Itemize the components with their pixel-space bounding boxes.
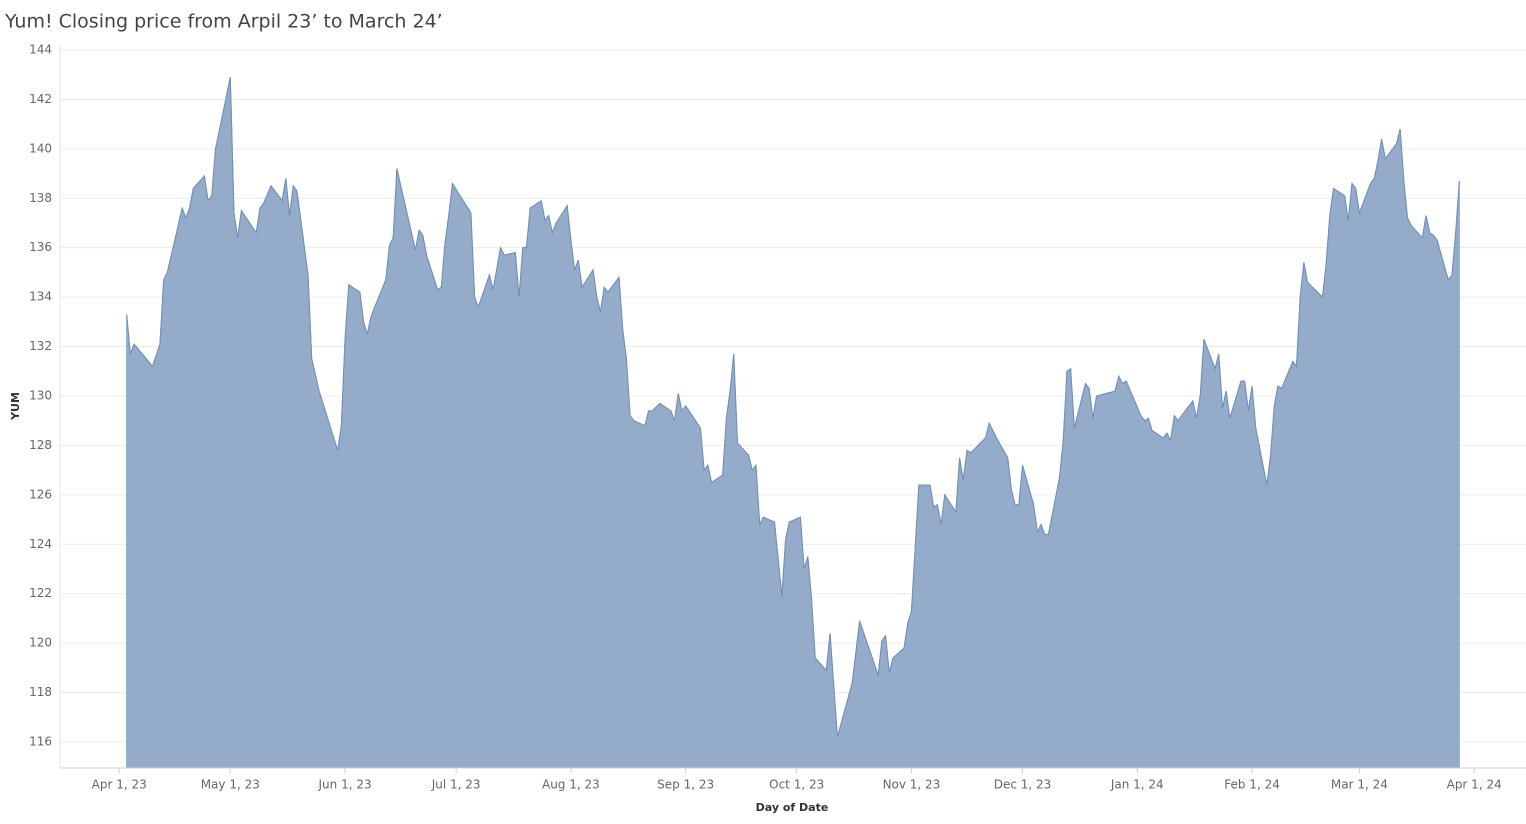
y-tick-label: 132 bbox=[29, 339, 52, 353]
area-outline bbox=[126, 77, 1460, 738]
y-tick-label: 116 bbox=[29, 735, 52, 749]
y-tick-label: 140 bbox=[29, 141, 52, 155]
x-tick-label: Mar 1, 24 bbox=[1331, 778, 1388, 792]
x-tick-label: May 1, 23 bbox=[201, 778, 260, 792]
x-tick-label: Oct 1, 23 bbox=[769, 778, 824, 792]
y-tick-label: 142 bbox=[29, 92, 52, 106]
y-tick-label: 136 bbox=[29, 240, 52, 254]
x-tick-label: Jul 1, 23 bbox=[431, 778, 481, 792]
x-tick-label: Nov 1, 23 bbox=[883, 778, 941, 792]
y-tick-label: 130 bbox=[29, 388, 52, 402]
x-tick-label: Aug 1, 23 bbox=[542, 778, 600, 792]
y-tick-label: 138 bbox=[29, 191, 52, 205]
y-tick-label: 126 bbox=[29, 487, 52, 501]
y-tick-label: 128 bbox=[29, 438, 52, 452]
x-tick-label: Apr 1, 23 bbox=[92, 778, 147, 792]
x-tick-label: Jan 1, 24 bbox=[1110, 778, 1164, 792]
y-tick-label: 120 bbox=[29, 636, 52, 650]
area bbox=[126, 77, 1460, 769]
y-tick-label: 118 bbox=[29, 685, 52, 699]
y-tick-label: 122 bbox=[29, 586, 52, 600]
x-tick-label: Feb 1, 24 bbox=[1224, 778, 1280, 792]
x-tick-label: Dec 1, 23 bbox=[994, 778, 1052, 792]
x-axis-title: Day of Date bbox=[756, 801, 829, 814]
chart-title: Yum! Closing price from Arpil 23’ to Mar… bbox=[4, 11, 443, 33]
x-tick-label: Apr 1, 24 bbox=[1447, 778, 1502, 792]
y-tick-label: 124 bbox=[29, 537, 52, 551]
y-tick-label: 134 bbox=[29, 290, 52, 304]
plot bbox=[126, 77, 1460, 769]
x-tick-label: Sep 1, 23 bbox=[657, 778, 714, 792]
x-tick-label: Jun 1, 23 bbox=[318, 778, 372, 792]
y-axis-title: YUM bbox=[9, 392, 22, 421]
y-tick-label: 144 bbox=[29, 42, 52, 56]
